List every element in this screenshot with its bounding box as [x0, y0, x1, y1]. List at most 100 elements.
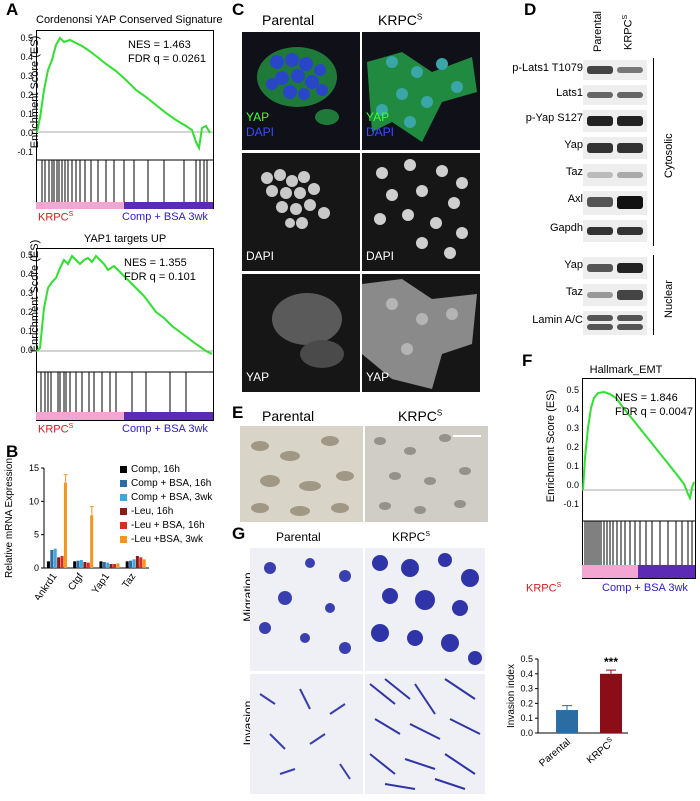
gsea-mid-plot — [36, 248, 214, 421]
micrograph-e-parental — [240, 426, 363, 522]
bar-b-bar — [46, 561, 50, 568]
micrograph-krpc-yap: YAP — [362, 274, 480, 392]
bar-g-category-sup: S — [606, 736, 614, 745]
micrograph-parental-yap-dapi: YAP DAPI — [242, 32, 360, 150]
gsea-top-plot — [36, 30, 214, 209]
panel-label-b: B — [6, 442, 19, 461]
gsea-mid-left-label: KRPCS — [38, 423, 74, 436]
bar-b-bar — [139, 557, 143, 568]
gsea-mid-yticks: 0.5 0.4 0.3 0.2 0.1 0.0 — [20, 250, 33, 355]
bar-g-ytick-label: 0.5 — [520, 654, 533, 664]
bar-b-bar — [79, 560, 83, 568]
nuclear-label: Nuclear — [663, 280, 675, 318]
bar-g-category-label: Parental — [537, 737, 573, 769]
gsea-top-left-label: KRPCS — [38, 211, 74, 224]
gsea-mid-nes: NES = 1.355 — [124, 257, 187, 269]
bar-b-bar — [102, 562, 106, 568]
panel-d-parental-header: Parental — [592, 11, 604, 52]
bar-g-significance: *** — [604, 655, 618, 669]
gsea-top-fdr: FDR q = 0.0261 — [128, 53, 206, 65]
gsea-mid-right-label: Comp + BSA 3wk — [122, 423, 208, 435]
bar-b-legend: Comp, 16h Comp + BSA, 16h Comp + BSA, 3w… — [120, 462, 230, 546]
bar-g-ylabel: Invasion index — [506, 664, 517, 728]
panel-c-parental-header: Parental — [262, 12, 315, 28]
gsea-top-yticks: 0.5 0.4 0.3 0.2 0.1 0.0 -0.1 — [17, 33, 33, 157]
bar-b-bar — [86, 562, 90, 568]
bar-b-bar — [53, 548, 57, 568]
micrograph-parental-yap: YAP — [242, 274, 360, 392]
panel-g-krpc-header: KRPCS — [392, 530, 431, 544]
cytosolic-label: Cytosolic — [663, 133, 675, 178]
bar-b-bar — [63, 482, 67, 568]
bar-b-ytick-label: 5 — [34, 530, 39, 540]
bar-b-bar — [50, 550, 54, 568]
micrograph-krpc-dapi: DAPI — [362, 153, 480, 271]
bar-g-ytick-label: 0.2 — [520, 698, 533, 708]
bar-chart-b: 0 5 10 15 Relative mRNA Expression Ankrd1 Ctgf… — [4, 458, 149, 600]
panel-g-parental-header: Parental — [276, 530, 321, 544]
bar-b-bar — [116, 563, 120, 568]
micrograph-e-krpc — [365, 426, 488, 522]
bar-b-ytick-label: 15 — [29, 463, 39, 473]
bar-b-category-label: Yap1 — [90, 571, 112, 596]
gsea-mid-title: YAP1 targets UP — [83, 233, 167, 245]
micrograph-g-parental-migration — [250, 548, 363, 671]
cytosolic-bracket — [653, 58, 654, 246]
bar-b-ytick-label: 0 — [34, 563, 39, 573]
bar-b-bar — [57, 557, 61, 568]
bar-b-bar — [135, 556, 139, 568]
bar-g-bar — [556, 710, 578, 733]
bar-g-ytick-label: 0.4 — [520, 669, 533, 679]
bar-b-bar — [73, 561, 77, 568]
bar-b-bar — [76, 560, 80, 568]
panel-label-a: A — [6, 0, 19, 19]
gsea-mid-fdr: FDR q = 0.101 — [124, 271, 196, 283]
bar-b-bar — [129, 560, 133, 568]
panel-label-g: G — [232, 524, 246, 543]
gsea-f-right-label: Comp + BSA 3wk — [602, 582, 688, 594]
bar-b-ylabel: Relative mRNA Expression — [4, 458, 15, 578]
bar-b-bar — [132, 559, 136, 568]
bar-g-bar — [600, 673, 622, 733]
panel-label-c: C — [232, 0, 245, 19]
bar-b-bar — [125, 561, 129, 568]
micrograph-g-krpc-invasion — [365, 674, 485, 794]
panel-label-e: E — [232, 403, 244, 422]
bar-b-bar — [60, 556, 64, 568]
micrograph-g-parental-invasion — [250, 674, 363, 794]
bar-g-ytick-label: 0.1 — [520, 713, 533, 723]
gsea-f-title: Hallmark_EMT — [589, 364, 663, 376]
gsea-top-right-label: Comp + BSA 3wk — [122, 211, 208, 223]
bar-b-category-label: Taz — [120, 571, 138, 590]
gsea-f-fdr: FDR q = 0.0047 — [615, 406, 693, 418]
micrograph-krpc-yap-dapi: YAP DAPI — [362, 32, 480, 150]
panel-e-krpc-header: KRPCS — [398, 408, 443, 424]
gsea-f-plot — [582, 378, 696, 579]
panel-label-f: F — [522, 351, 533, 370]
micrograph-g-krpc-migration — [365, 548, 485, 671]
gsea-top-nes: NES = 1.463 — [128, 39, 191, 51]
gsea-f-left-label: KRPCS — [526, 582, 562, 595]
nuclear-bracket — [653, 255, 654, 335]
gsea-top-title: Cordenonsi YAP Conserved Signature — [36, 14, 223, 26]
bar-b-bar — [113, 564, 117, 568]
bar-b-bar — [83, 562, 87, 568]
gsea-f-nes: NES = 1.846 — [615, 392, 678, 404]
gsea-f-yticks: 0.5 0.4 0.3 0.2 0.1 0.0 -0.1 — [563, 385, 579, 509]
bar-b-category-label: Ankrd1 — [32, 571, 59, 600]
panel-c-krpc-header: KRPCS — [378, 12, 423, 28]
bar-b-category-label: Ctgf — [66, 571, 86, 593]
bar-b-bar — [99, 561, 103, 568]
panel-label-d: D — [524, 0, 537, 19]
bar-b-bar — [142, 559, 146, 568]
bar-g-category-label: KRPCS — [584, 736, 617, 766]
panel-d-krpc-header: KRPCS — [622, 14, 635, 50]
bar-b-ytick-label: 10 — [29, 496, 39, 506]
bar-b-bar — [106, 562, 110, 568]
micrograph-parental-dapi: DAPI — [242, 153, 360, 271]
panel-e-parental-header: Parental — [262, 408, 315, 424]
bar-b-bar — [90, 515, 94, 568]
bar-g-ytick-label: 0.3 — [520, 684, 533, 694]
bar-b-bar — [109, 564, 113, 568]
